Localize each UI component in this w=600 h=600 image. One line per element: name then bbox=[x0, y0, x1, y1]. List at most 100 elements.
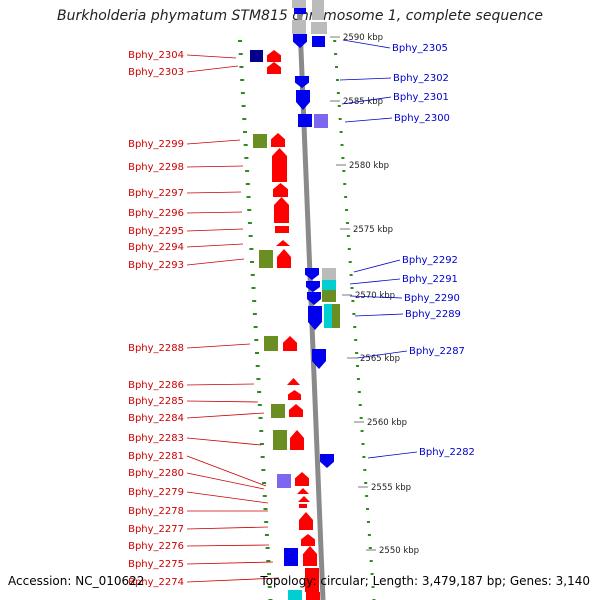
left-gene-label: Bphy_2294 bbox=[128, 242, 184, 253]
feature-box bbox=[322, 290, 336, 302]
ring-dot bbox=[365, 495, 369, 497]
left-gene-label: Bphy_2276 bbox=[128, 541, 184, 552]
ring-dot bbox=[352, 313, 356, 315]
left-gene-leader bbox=[186, 577, 280, 583]
right-gene-label: Bphy_2305 bbox=[392, 43, 448, 54]
gene-arrow bbox=[289, 404, 303, 417]
left-gene-leader bbox=[186, 165, 244, 168]
gene-arrow bbox=[287, 378, 300, 385]
left-gene-leader bbox=[186, 54, 237, 59]
left-gene-label: Bphy_2304 bbox=[128, 50, 184, 61]
gene-arrow bbox=[274, 197, 289, 223]
left-gene-label: Bphy_2281 bbox=[128, 451, 184, 462]
ring-dot bbox=[353, 326, 357, 328]
right-gene-label: Bphy_2301 bbox=[393, 92, 449, 103]
tick-label: 2585 kbp bbox=[343, 97, 383, 107]
ring-dot bbox=[247, 222, 252, 224]
ring-dot bbox=[263, 508, 268, 510]
tick-label: 2575 kbp bbox=[353, 225, 393, 235]
ring-dot bbox=[345, 222, 349, 224]
ring-dot bbox=[363, 469, 367, 471]
gene-arrow bbox=[267, 62, 281, 74]
gene-arrow bbox=[299, 512, 313, 530]
feature-box bbox=[288, 590, 302, 600]
left-gene-leader bbox=[186, 191, 242, 194]
ring-dot bbox=[240, 92, 245, 94]
ring-dot bbox=[338, 118, 342, 120]
left-gene-label: Bphy_2279 bbox=[128, 487, 184, 498]
feature-box bbox=[253, 134, 267, 148]
ring-dot bbox=[362, 456, 366, 458]
ring-dot bbox=[356, 378, 360, 380]
left-gene-leader bbox=[186, 561, 274, 565]
feature-box bbox=[294, 8, 306, 14]
right-gene-leader bbox=[349, 295, 403, 299]
left-gene-label: Bphy_2277 bbox=[128, 524, 184, 535]
ring-dot bbox=[346, 235, 350, 237]
left-gene-labels: Bphy_2304 Bphy_2303 Bphy_2299 Bphy_2298 Bphy… bbox=[128, 50, 280, 588]
feature-box bbox=[259, 250, 273, 268]
ring-dot bbox=[360, 430, 364, 432]
ring-dot bbox=[368, 547, 372, 549]
ring-dot bbox=[340, 144, 344, 146]
left-gene-label: Bphy_2298 bbox=[128, 162, 184, 173]
right-gene-label: Bphy_2290 bbox=[404, 293, 460, 304]
ring-dot bbox=[339, 131, 343, 133]
ring-dot bbox=[355, 352, 359, 354]
gene-arrow bbox=[277, 249, 291, 268]
ring-dot bbox=[333, 40, 337, 42]
ring-dot bbox=[252, 300, 257, 302]
left-gene-leader bbox=[186, 65, 239, 73]
accession-label: Accession: NC_010622 bbox=[8, 574, 145, 588]
ring-dot bbox=[258, 417, 263, 419]
right-gene-leader bbox=[339, 77, 392, 81]
ring-dot bbox=[266, 560, 271, 562]
feature-box bbox=[292, 0, 306, 8]
feature-box bbox=[277, 474, 291, 488]
gene-arrow bbox=[297, 488, 309, 494]
ring-dot bbox=[358, 404, 362, 406]
ring-dot bbox=[238, 40, 243, 42]
left-gene-label: Bphy_2278 bbox=[128, 506, 184, 517]
left-gene-label: Bphy_2286 bbox=[128, 380, 184, 391]
ring-dot bbox=[345, 209, 349, 211]
left-gene-leader bbox=[186, 383, 255, 386]
ring-dot bbox=[256, 378, 261, 380]
genome-summary: Topology: circular; Length: 3,479,187 bp… bbox=[260, 574, 590, 588]
ring-dot bbox=[244, 157, 249, 159]
tick-label: 2560 kbp bbox=[367, 418, 407, 428]
ring-dot bbox=[255, 365, 260, 367]
gene-arrow bbox=[298, 496, 310, 502]
ring-dot bbox=[259, 443, 264, 445]
ring-dot bbox=[371, 586, 375, 588]
tick-label: 2590 kbp bbox=[343, 33, 383, 43]
right-gene-leader bbox=[367, 451, 418, 459]
feature-box bbox=[250, 50, 263, 62]
ring-dot bbox=[347, 248, 351, 250]
ring-dot bbox=[257, 404, 262, 406]
left-gene-leader bbox=[186, 228, 244, 232]
left-gene-leader bbox=[186, 472, 265, 490]
ring-dot bbox=[354, 339, 358, 341]
ring-dot bbox=[245, 170, 250, 172]
ring-dot bbox=[341, 157, 345, 159]
gene-arrow bbox=[320, 454, 334, 468]
right-gene-leader bbox=[353, 259, 401, 273]
left-gene-leader bbox=[186, 544, 270, 547]
feature-track bbox=[250, 0, 340, 600]
ring-dot bbox=[267, 586, 272, 588]
ring-dot bbox=[254, 339, 259, 341]
ring-dot bbox=[257, 391, 262, 393]
ring-dot bbox=[370, 573, 374, 575]
left-gene-leader bbox=[186, 437, 262, 446]
left-gene-label: Bphy_2283 bbox=[128, 433, 184, 444]
ring-dot bbox=[242, 118, 247, 120]
gene-arrow bbox=[307, 292, 321, 305]
ring-dot bbox=[246, 196, 251, 198]
gene-arrow bbox=[283, 336, 297, 351]
left-gene-leader bbox=[186, 343, 251, 349]
gene-arrow bbox=[273, 183, 288, 197]
feature-box bbox=[306, 592, 320, 600]
left-gene-label: Bphy_2297 bbox=[128, 188, 184, 199]
ring-dot bbox=[255, 352, 260, 354]
